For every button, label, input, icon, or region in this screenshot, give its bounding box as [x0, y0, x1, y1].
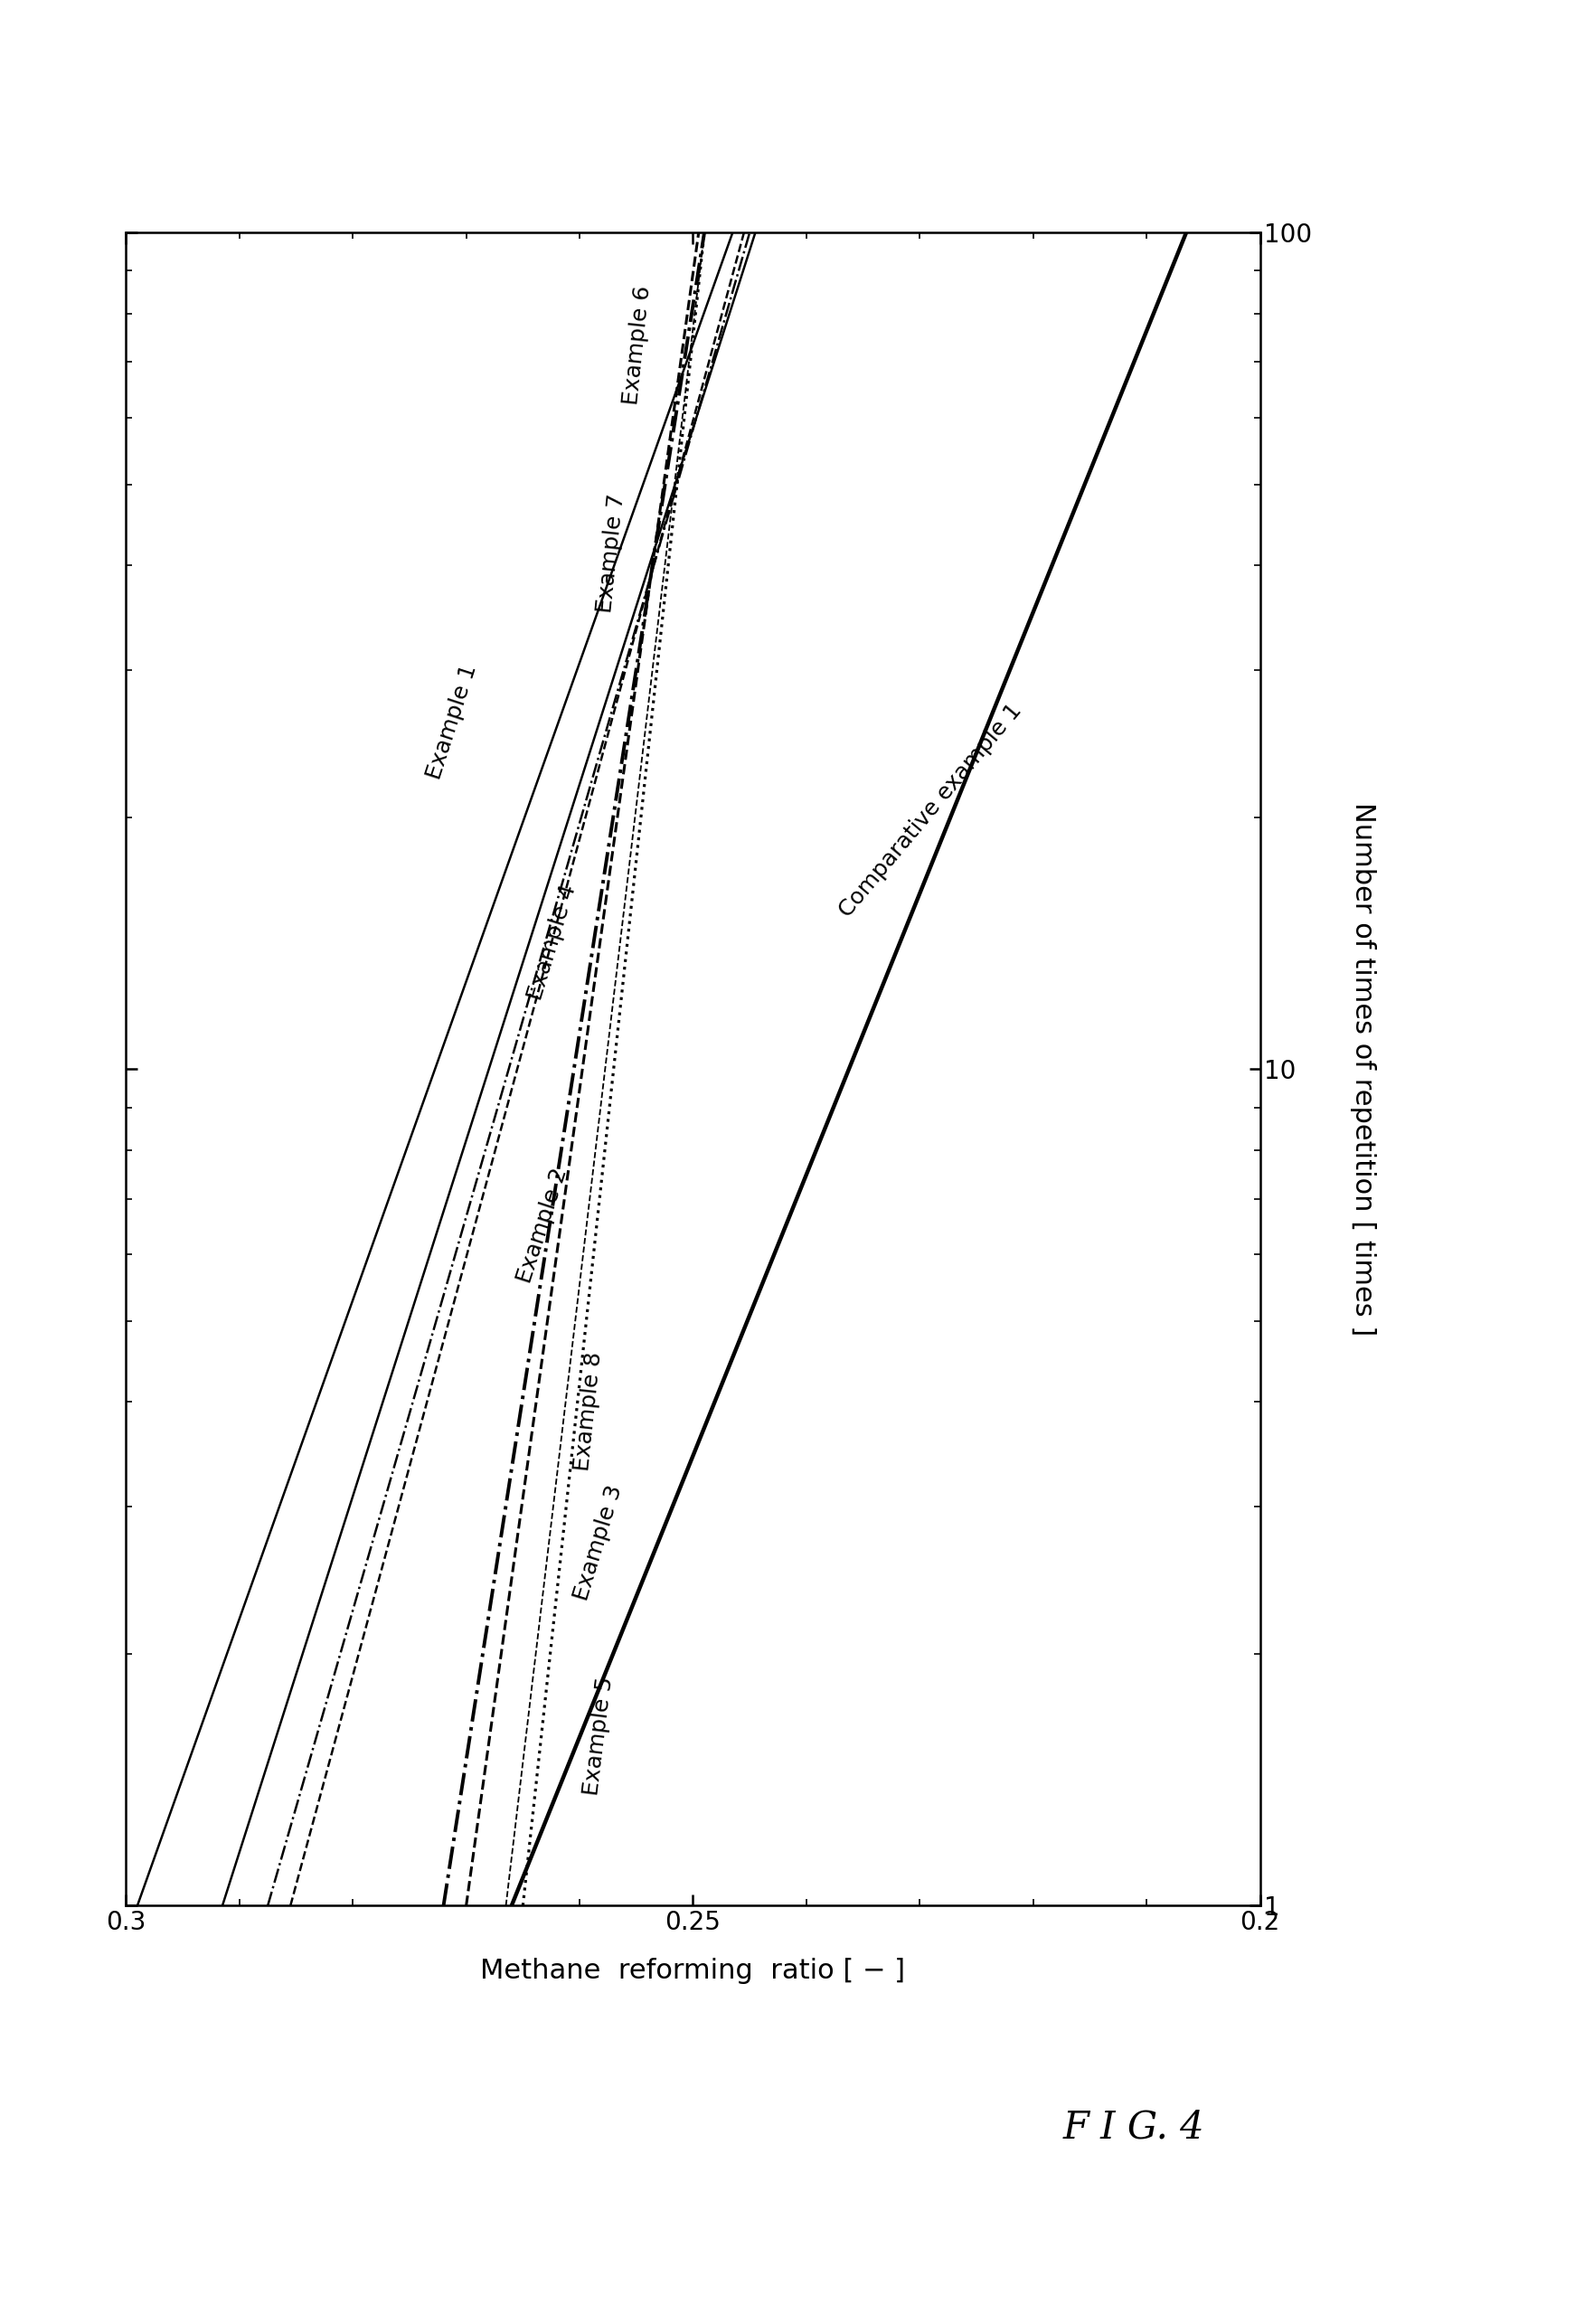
- Text: Example 8: Example 8: [572, 1350, 606, 1471]
- Text: Example 4: Example 4: [524, 881, 581, 1002]
- Text: Example 3: Example 3: [570, 1483, 625, 1604]
- Text: Example 2: Example 2: [513, 1167, 572, 1285]
- Text: Example 7: Example 7: [594, 493, 628, 614]
- Text: F I G. 4: F I G. 4: [1063, 2108, 1205, 2147]
- Text: Example 5: Example 5: [581, 1676, 617, 1796]
- Text: Example 1: Example 1: [422, 662, 480, 783]
- Text: Example 6: Example 6: [621, 284, 655, 407]
- X-axis label: Methane  reforming  ratio [ − ]: Methane reforming ratio [ − ]: [480, 1959, 906, 1985]
- Text: Comparative example 1: Comparative example 1: [835, 700, 1025, 923]
- Y-axis label: Number of times of repetition [ times ]: Number of times of repetition [ times ]: [1350, 802, 1377, 1336]
